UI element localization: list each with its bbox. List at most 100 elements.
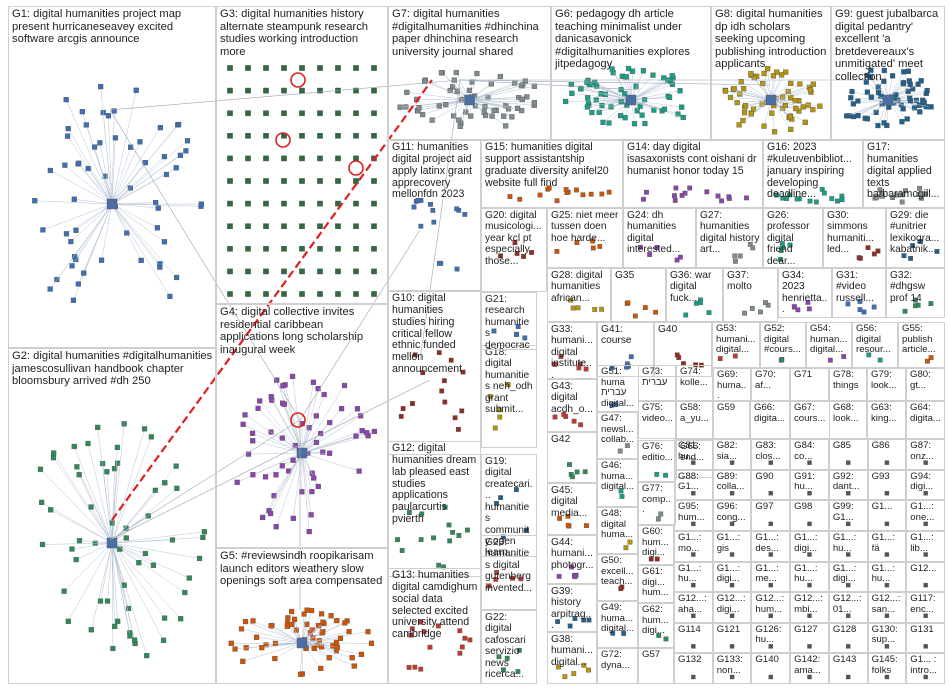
group-node: [161, 154, 168, 160]
group-node: [111, 108, 117, 114]
group-node: [104, 469, 110, 475]
group-label: G35: [615, 270, 635, 281]
group-node: [320, 449, 326, 455]
group-node: [81, 270, 87, 276]
group-label: G92: dant...: [832, 470, 860, 493]
group-edge: [630, 99, 665, 110]
group-edge: [111, 203, 201, 207]
group-edge: [252, 433, 303, 454]
group-node: [736, 122, 742, 128]
group-edge: [100, 86, 113, 205]
group-cell-small: G12...: hum...: [751, 592, 791, 623]
group-label: G73: עברית: [642, 366, 668, 388]
group-node: [65, 618, 71, 624]
group-label: G93: [871, 470, 890, 482]
group-node: [260, 514, 266, 521]
group-edge: [730, 97, 772, 101]
group-node: [451, 113, 457, 119]
group-node: [907, 98, 914, 104]
group-cell-g38: G38: humani... digital...: [547, 632, 597, 684]
group-label: G29: die #unitrier lexikogra... kabatnik…: [890, 210, 943, 256]
group-edge: [111, 542, 147, 656]
group-node: [65, 125, 71, 132]
group-edge: [42, 203, 113, 231]
group-node: [317, 200, 323, 207]
group-label: G94: digi...: [910, 470, 934, 493]
group-node: [70, 297, 77, 303]
group-label: G13: humanities digital camdighum social…: [392, 569, 481, 641]
group-node: [400, 406, 406, 411]
group-label: G95: hum...: [678, 501, 705, 523]
group-cell-small: G1...: me...: [751, 561, 791, 593]
group-node: [881, 67, 887, 74]
group-node: [317, 245, 323, 252]
group-node: [722, 88, 729, 94]
group-node: [297, 671, 304, 677]
group-cell-g57: G57: [638, 648, 674, 684]
group-node: [900, 81, 907, 87]
group-cell-g52: G52: digital #cours...: [760, 322, 806, 368]
group-node: [299, 291, 305, 297]
group-node: [359, 428, 365, 434]
group-node: [257, 398, 263, 404]
group-node: [289, 608, 295, 615]
group-node: [608, 104, 614, 110]
group-node: [71, 443, 77, 450]
group-edge: [111, 203, 160, 268]
group-label: G1...: des...: [755, 531, 782, 554]
group-node: [881, 78, 887, 84]
group-node: [174, 485, 180, 491]
group-node: [642, 120, 648, 127]
group-node: [242, 618, 249, 625]
group-cell-g37: G37: molto: [723, 268, 778, 322]
group-cell-small: G82: sia...: [712, 439, 752, 470]
group-node: [889, 73, 896, 79]
group-node: [623, 74, 629, 80]
group-cell-small: G81: hu...: [674, 439, 713, 470]
group-node: [911, 105, 918, 111]
group-edge: [284, 404, 303, 454]
group-node: [848, 95, 854, 101]
group-label: G70: af...: [755, 369, 779, 391]
group-node: [769, 110, 775, 116]
group-node: [132, 637, 138, 643]
group-cell-g43: G43: digital acdh_o...: [547, 379, 597, 432]
group-node: [371, 245, 377, 252]
group-cell-g46: G46: huma... digital...: [597, 459, 638, 507]
group-label: G64: digita...: [910, 402, 941, 424]
group-node: [397, 104, 403, 110]
group-node: [64, 133, 71, 139]
group-node: [123, 535, 129, 541]
group-node: [157, 261, 163, 267]
group-node: [317, 110, 323, 116]
group-node: [249, 430, 256, 436]
group-cell-g26: G26: professor digital friend dear...: [763, 208, 823, 268]
group-node: [245, 178, 251, 184]
group-cell-g67: G67: cours...: [790, 401, 830, 439]
group-node: [245, 245, 251, 252]
group-label: G12...: digi...: [716, 593, 749, 615]
group-label: G23: humanities digital gutenberg invent…: [485, 537, 534, 594]
group-label: G1...: [871, 501, 893, 513]
group-node: [121, 421, 127, 427]
group-label: G130: sup...: [871, 623, 901, 646]
group-edge: [111, 203, 177, 278]
group-cell-g2: G2: digital humanities #digitalhumanitie…: [8, 348, 216, 684]
group-node: [279, 435, 285, 441]
group-node: [138, 257, 144, 264]
group-node: [489, 113, 495, 119]
group-label: G5: #reviewsindh roopikarisam launch edi…: [220, 550, 383, 588]
group-edge: [111, 90, 137, 205]
group-node: [83, 122, 89, 128]
group-edge: [469, 99, 523, 101]
group-edge: [422, 99, 470, 115]
group-node: [290, 515, 296, 521]
group-node: [454, 88, 460, 94]
group-node: [125, 605, 132, 612]
group-node: [112, 623, 118, 630]
group-edge: [469, 85, 522, 101]
group-label: G39: history arpitrag...: [551, 586, 592, 632]
group-label: G34: 2023 henrietta...: [782, 270, 828, 316]
group-node: [353, 268, 359, 275]
group-node: [456, 117, 462, 123]
